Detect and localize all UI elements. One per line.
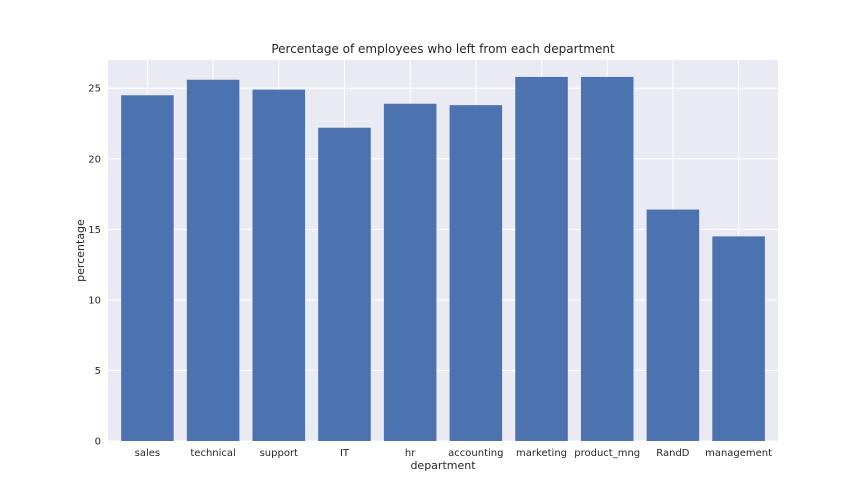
bar-technical — [186, 79, 240, 441]
y-tick-label: 0 — [95, 437, 101, 448]
bars — [121, 76, 765, 442]
x-tick-labels: sales technical support IT hr accounting marke… — [135, 448, 772, 459]
x-tick-label: technical — [190, 448, 235, 459]
x-tick-label: product_mng — [574, 448, 640, 459]
y-tick-label: 15 — [88, 225, 101, 236]
x-axis-label: department — [410, 459, 476, 472]
y-tick-label: 20 — [88, 154, 101, 165]
x-tick-label: accounting — [448, 448, 503, 459]
x-tick-label: RandD — [656, 448, 690, 459]
y-tick-labels: 0 5 10 15 20 25 — [88, 84, 101, 448]
bar-support — [252, 89, 306, 441]
chart-title: Percentage of employees who left from ea… — [271, 42, 615, 56]
bar-management — [712, 236, 765, 441]
bar-accounting — [449, 105, 503, 442]
x-tick-label: marketing — [516, 448, 567, 459]
x-tick-label: IT — [340, 448, 350, 459]
x-tick-label: management — [705, 448, 772, 459]
bar-RandD — [646, 209, 700, 441]
y-tick-label: 25 — [88, 84, 101, 95]
x-tick-label: sales — [135, 448, 160, 459]
bar-product_mng — [580, 76, 634, 441]
x-tick-label: hr — [405, 448, 416, 459]
bar-sales — [121, 95, 174, 442]
y-axis-label: percentage — [74, 219, 87, 282]
bar-hr — [383, 103, 437, 441]
y-tick-label: 5 — [95, 366, 101, 377]
x-tick-label: support — [260, 448, 298, 459]
y-tick-label: 10 — [88, 295, 101, 306]
bar-IT — [318, 127, 371, 441]
bar-marketing — [515, 76, 568, 441]
